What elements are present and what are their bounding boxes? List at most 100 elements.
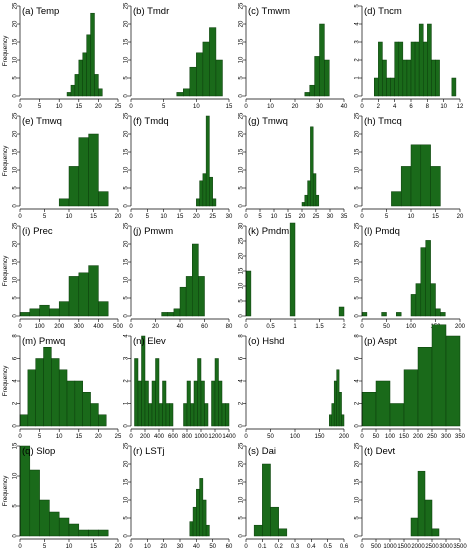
y-tick-label: 20 — [13, 20, 19, 27]
histogram-bar — [186, 380, 191, 427]
histogram-bar — [19, 312, 31, 317]
histogram-bar — [162, 380, 167, 427]
x-tick-label: 40 — [193, 544, 200, 550]
histogram-bar — [19, 445, 31, 537]
x-tick-label: 200 — [455, 324, 466, 330]
y-tick-label: 10 — [13, 472, 19, 479]
y-tick-label: 15 — [239, 267, 245, 274]
y-tick-label: 6 — [239, 356, 245, 360]
x-tick-label: 4 — [393, 104, 397, 110]
histogram-bar — [183, 403, 188, 427]
histogram-bar — [245, 270, 252, 317]
y-tick-label: 15 — [13, 148, 19, 155]
y-axis-label: Frequency — [2, 365, 9, 396]
x-tick-label: 400 — [93, 324, 104, 330]
histogram-bar — [333, 380, 337, 427]
histogram-bar — [70, 84, 76, 97]
x-tick-label: 20 — [299, 214, 306, 220]
x-tick-label: 0 — [360, 544, 364, 550]
y-tick-label: 10 — [124, 496, 130, 503]
x-tick-label: 0.3 — [291, 544, 300, 550]
x-tick-label: 2500 — [425, 544, 439, 550]
histogram-bar — [420, 144, 431, 207]
y-tick-label: 20 — [13, 240, 19, 247]
panel-title: (g) Tmwq — [248, 116, 288, 127]
histogram-bar — [94, 74, 99, 97]
x-tick-label: 0 — [18, 104, 22, 110]
x-tick-label: 25 — [115, 104, 122, 110]
histogram-bar — [417, 470, 426, 537]
x-tick-label: 2000 — [411, 544, 425, 550]
histogram-bar — [58, 517, 70, 537]
histogram-bar — [51, 358, 60, 427]
x-tick-label: 10 — [271, 214, 278, 220]
histogram-bar — [88, 133, 99, 207]
panel-title: (a) Temp — [22, 6, 59, 17]
histogram-bar — [402, 59, 408, 97]
x-tick-label: 15 — [177, 214, 184, 220]
histogram-bar — [418, 23, 424, 97]
y-tick-label: 5 — [355, 296, 361, 300]
histogram-bar — [86, 34, 91, 97]
histogram-bar — [189, 521, 194, 537]
histogram-bar — [190, 403, 195, 427]
y-tick-label: 5 — [355, 516, 361, 520]
x-tick-label: 2 — [377, 104, 381, 110]
y-tick-label: 4 — [355, 379, 361, 383]
y-tick-label: 5 — [239, 516, 245, 520]
x-tick-label: 1400 — [222, 434, 236, 440]
y-tick-label: 25 — [239, 2, 245, 9]
histogram-bar — [35, 358, 44, 427]
y-tick-label: 5 — [124, 186, 130, 190]
y-tick-label: 20 — [124, 240, 130, 247]
histogram-bar — [199, 478, 204, 537]
histogram-bar — [98, 414, 107, 427]
panel-18: 0 10 20 30 40 50 60 0 5 10 15 20 25 (r) LSTj — [124, 442, 233, 550]
x-tick-label: 0 — [129, 434, 133, 440]
panel-title: (i) Prec — [22, 226, 53, 237]
x-tick-label: 5 — [43, 214, 47, 220]
histogram-bar — [78, 137, 89, 207]
y-tick-label: 25 — [239, 112, 245, 119]
histogram-bar — [391, 191, 402, 207]
y-tick-label: 20 — [239, 130, 245, 137]
y-tick-label: 0 — [13, 94, 19, 98]
x-tick-label: 20 — [152, 324, 159, 330]
histogram-bar — [382, 59, 387, 97]
y-tick-label: 4 — [13, 379, 19, 383]
x-tick-label: 600 — [168, 434, 179, 440]
histogram-bar — [319, 23, 325, 97]
histogram-bar — [214, 358, 219, 427]
histogram-bar — [58, 301, 70, 317]
x-tick-label: 20 — [115, 214, 122, 220]
histogram-bar — [423, 41, 428, 97]
y-tick-label: 25 — [239, 237, 245, 244]
histogram-bar — [49, 511, 60, 537]
histogram-bar — [215, 59, 223, 97]
histogram-bar — [262, 463, 271, 537]
histogram-bar — [420, 247, 426, 317]
panel-title: (k) Pmdm — [248, 226, 289, 237]
y-tick-label: 0 — [355, 314, 361, 318]
histogram-bar — [189, 66, 197, 97]
panel-5: 0 5 10 15 20 0 5 10 15 20 25 (e) Tmwq Frequency — [2, 112, 122, 220]
x-tick-label: 25 — [209, 214, 216, 220]
histogram-bar — [82, 52, 87, 97]
x-tick-label: 20 — [292, 104, 299, 110]
x-tick-label: 20 — [115, 544, 122, 550]
x-tick-label: 10 — [56, 104, 63, 110]
histogram-bar — [155, 358, 160, 427]
y-tick-label: 25 — [13, 112, 19, 119]
histogram-bar — [167, 312, 175, 317]
histogram-bar — [431, 59, 436, 97]
histogram-bar — [198, 276, 205, 317]
x-tick-label: 60 — [226, 544, 233, 550]
y-tick-label: 15 — [239, 38, 245, 45]
histogram-bar — [205, 524, 210, 537]
x-tick-label: 0.1 — [258, 544, 267, 550]
y-tick-label: 0 — [13, 424, 19, 428]
y-tick-label: 15 — [239, 148, 245, 155]
histogram-bar — [309, 84, 315, 97]
y-tick-label: 0 — [355, 424, 361, 428]
